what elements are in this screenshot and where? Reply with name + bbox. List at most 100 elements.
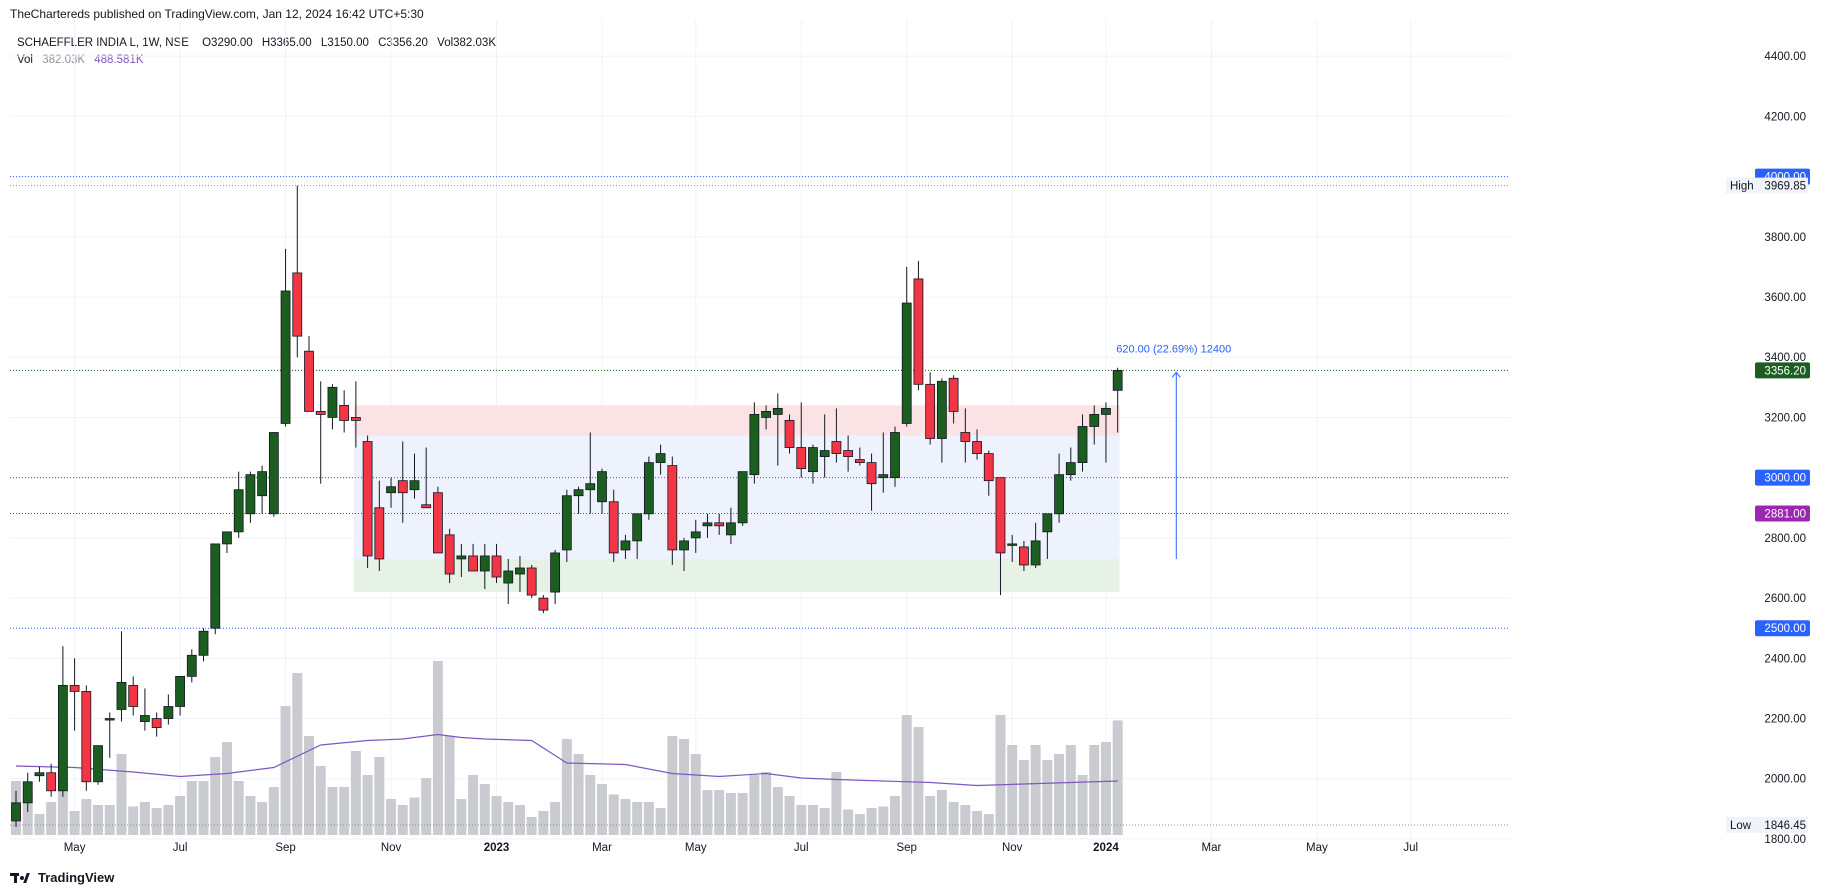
- volume-bar: [761, 772, 772, 835]
- candle-body: [503, 570, 514, 584]
- volume-bar: [561, 739, 572, 835]
- volume-bar: [163, 805, 174, 835]
- candle-body: [913, 278, 924, 385]
- volume-bar: [503, 802, 514, 835]
- price-label-bg: [1755, 505, 1810, 522]
- candle-body: [995, 477, 1006, 554]
- volume-bar: [807, 805, 818, 835]
- y-tick-label: 3600.00: [1764, 292, 1806, 304]
- volume-value: Vol382.03K: [437, 37, 496, 49]
- candle-body: [1054, 474, 1064, 515]
- volume-bar: [597, 784, 607, 835]
- tradingview-logo-icon: [10, 872, 32, 884]
- volume-bar: [608, 794, 619, 835]
- y-tick-label: 2400.00: [1764, 653, 1806, 665]
- volume-bar: [632, 802, 643, 835]
- price-label-bg: [1755, 620, 1810, 637]
- x-tick-label: Mar: [592, 842, 612, 854]
- candle-body: [1019, 546, 1029, 566]
- candle-body: [175, 675, 185, 707]
- volume-bar: [268, 787, 279, 835]
- x-tick-label: Nov: [1002, 842, 1023, 854]
- volume-bar: [221, 742, 232, 835]
- candle-body: [1077, 426, 1088, 464]
- price-label-value: 2881.00: [1764, 508, 1806, 520]
- volume-bar: [913, 727, 924, 835]
- y-tick-label: 2600.00: [1764, 593, 1806, 605]
- volume-bar: [491, 796, 502, 835]
- volume-bar: [526, 817, 537, 835]
- high-value: H3365.00: [261, 37, 312, 49]
- volume-bar: [22, 790, 33, 835]
- price-label-bg: [1755, 362, 1810, 379]
- candle-body: [1112, 370, 1123, 391]
- y-tick-label: 1800.00: [1764, 834, 1806, 846]
- volume-bar: [327, 787, 338, 835]
- volume-bar: [1042, 760, 1053, 835]
- candle-body: [222, 531, 232, 545]
- candle-body: [1007, 543, 1018, 546]
- y-tick-label: 2000.00: [1764, 774, 1806, 786]
- x-tick-label: May: [64, 842, 86, 854]
- candle-body: [831, 441, 842, 454]
- candle-body: [726, 522, 736, 536]
- volume-bar: [784, 796, 795, 835]
- x-tick-label: 2024: [1093, 842, 1119, 854]
- volume-bar: [831, 772, 842, 835]
- volume-bar: [655, 808, 666, 835]
- x-tick-label: May: [685, 842, 707, 854]
- volume-bar: [514, 805, 525, 835]
- candle-body: [93, 745, 103, 783]
- low-value: L3150.00: [320, 37, 369, 49]
- candle-body: [386, 486, 396, 494]
- volume-bar: [81, 799, 92, 835]
- volume-bar: [1018, 760, 1029, 835]
- volume-bar: [104, 805, 115, 835]
- candle-body: [362, 441, 373, 557]
- volume-bar: [679, 739, 690, 835]
- candle-body: [796, 447, 807, 470]
- candle-body: [186, 654, 197, 677]
- candle-body: [632, 513, 643, 542]
- volume-bar: [620, 799, 631, 835]
- candle-body: [784, 420, 795, 448]
- volume-bar: [116, 754, 127, 835]
- volume-bar: [421, 778, 432, 835]
- volume-bar: [69, 811, 80, 835]
- candle-body: [397, 480, 408, 494]
- published-by-header: TheChartereds published on TradingView.c…: [10, 7, 424, 21]
- open-value: O3290.00: [202, 37, 253, 49]
- volume-bar: [468, 775, 479, 835]
- candle-body: [714, 522, 725, 527]
- price-tag-value: 1846.45: [1764, 820, 1806, 832]
- x-tick-label: May: [1306, 842, 1328, 854]
- candle-body: [11, 802, 21, 822]
- candle-body: [585, 483, 596, 491]
- candle-body: [550, 552, 561, 593]
- volume-bar: [1089, 745, 1100, 835]
- volume-bar: [749, 775, 760, 835]
- symbol-title[interactable]: SCHAEFFLER INDIA L, 1W, NSE: [17, 37, 189, 49]
- candle-body: [515, 567, 525, 575]
- candle-body: [280, 290, 291, 424]
- candle-body: [608, 501, 619, 554]
- volume-bar: [714, 790, 725, 835]
- volume-bar: [46, 802, 57, 835]
- x-tick-label: Jul: [794, 842, 809, 854]
- candle-body: [69, 685, 80, 692]
- candle-body: [890, 432, 900, 479]
- volume-bar: [386, 799, 397, 835]
- volume-bar: [925, 796, 936, 835]
- y-tick-label: 4400.00: [1764, 51, 1806, 63]
- candle-body: [972, 441, 982, 454]
- volume-bar: [397, 805, 408, 835]
- candle-body: [409, 480, 420, 491]
- price-label-bg: [1755, 469, 1810, 486]
- candle-body: [749, 414, 760, 476]
- candle-body: [304, 350, 314, 412]
- candle-body: [948, 377, 959, 412]
- candle-body: [433, 492, 443, 554]
- volume-label[interactable]: Vol: [17, 54, 33, 66]
- measure-label: 620.00 (22.69%) 12400: [1116, 343, 1231, 355]
